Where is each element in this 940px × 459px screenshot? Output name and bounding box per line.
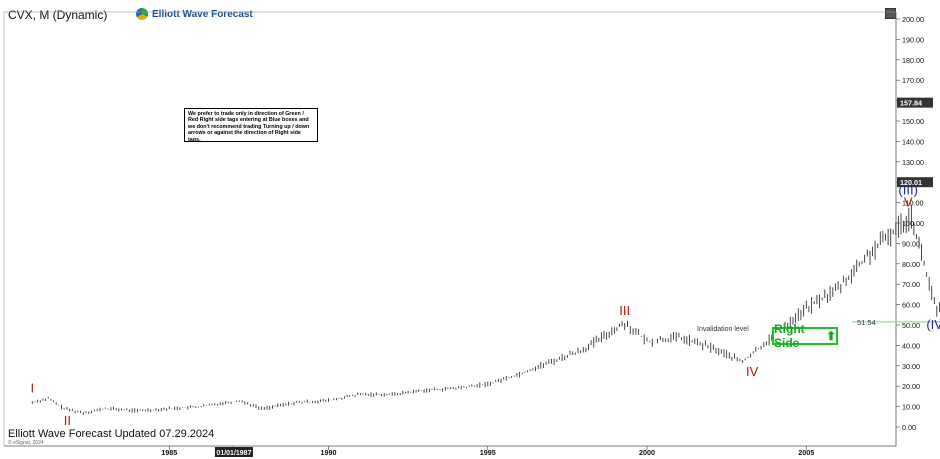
y-tick-label: 30.00	[902, 362, 920, 371]
last-price-tag-box	[897, 97, 933, 108]
footer-credit: © eSignal, 2024	[8, 440, 44, 446]
y-tick-label: 190.00	[902, 35, 924, 44]
price-series	[31, 204, 940, 415]
y-tick-label: 40.00	[902, 341, 920, 350]
y-tick-label: 0.00	[902, 423, 916, 432]
x-highlight-box	[214, 447, 253, 457]
y-tick-label: 180.00	[902, 56, 924, 65]
last-price-tag-label: 157.84	[900, 99, 922, 108]
plot-frame	[3, 11, 897, 447]
wave-label: (III)	[898, 182, 918, 197]
y-tick-label: 150.00	[902, 117, 924, 126]
logo-text: Elliott Wave Forecast	[152, 8, 253, 20]
logo-mark-icon	[136, 8, 148, 20]
x-tick-label: 2000	[639, 448, 655, 457]
up-arrow-icon: ⬆	[825, 329, 836, 343]
x-tick-label: 2005	[798, 448, 814, 457]
y-tick-label: 140.00	[902, 137, 924, 146]
y-tick-label: 100.00	[902, 219, 924, 228]
invalidation-label: Invalidation level	[697, 326, 749, 333]
right-side-label: Right Side	[774, 322, 805, 350]
y-tick-label: 80.00	[902, 260, 920, 269]
brand-logo: Elliott Wave Forecast	[136, 8, 253, 20]
right-side-tag: Right Side ⬆	[772, 322, 838, 350]
y-tick-label: 130.00	[902, 158, 924, 167]
x-tick-label: 1995	[480, 448, 496, 457]
footer-updated: Elliott Wave Forecast Updated 07.29.2024	[8, 428, 215, 440]
wave-label: IV	[746, 364, 759, 379]
y-tick-label: 10.00	[902, 403, 920, 412]
chart-settings-icon[interactable]	[885, 8, 896, 19]
x-tick-label: 1990	[321, 448, 337, 457]
y-tick-label: 170.00	[902, 76, 924, 85]
x-tick-label: 01/01/1987	[216, 450, 251, 457]
wave-label: V	[904, 195, 913, 210]
y-tick-label: 50.00	[902, 321, 920, 330]
y-tick-label: 20.00	[902, 382, 920, 391]
price-tag-label: 120.01	[900, 178, 922, 187]
wave-label: I	[30, 380, 34, 395]
wave-label: II	[64, 413, 71, 428]
y-tick-label: 90.00	[902, 239, 920, 248]
chart-title: CVX, M (Dynamic)	[8, 8, 108, 22]
trading-note-box: We prefer to trade only in direction of …	[184, 108, 318, 143]
x-tick-label: 1985	[161, 448, 177, 457]
wave-label: (IV)	[926, 317, 940, 332]
price-tag-box	[897, 177, 933, 188]
y-tick-label: 60.00	[902, 301, 920, 310]
wave-label: III	[619, 303, 630, 318]
y-tick-label: 110.00	[902, 199, 923, 208]
y-tick-label: 200.00	[902, 15, 924, 24]
y-tick-label: 70.00	[902, 280, 920, 289]
invalidation-value: 51.54	[857, 318, 876, 327]
